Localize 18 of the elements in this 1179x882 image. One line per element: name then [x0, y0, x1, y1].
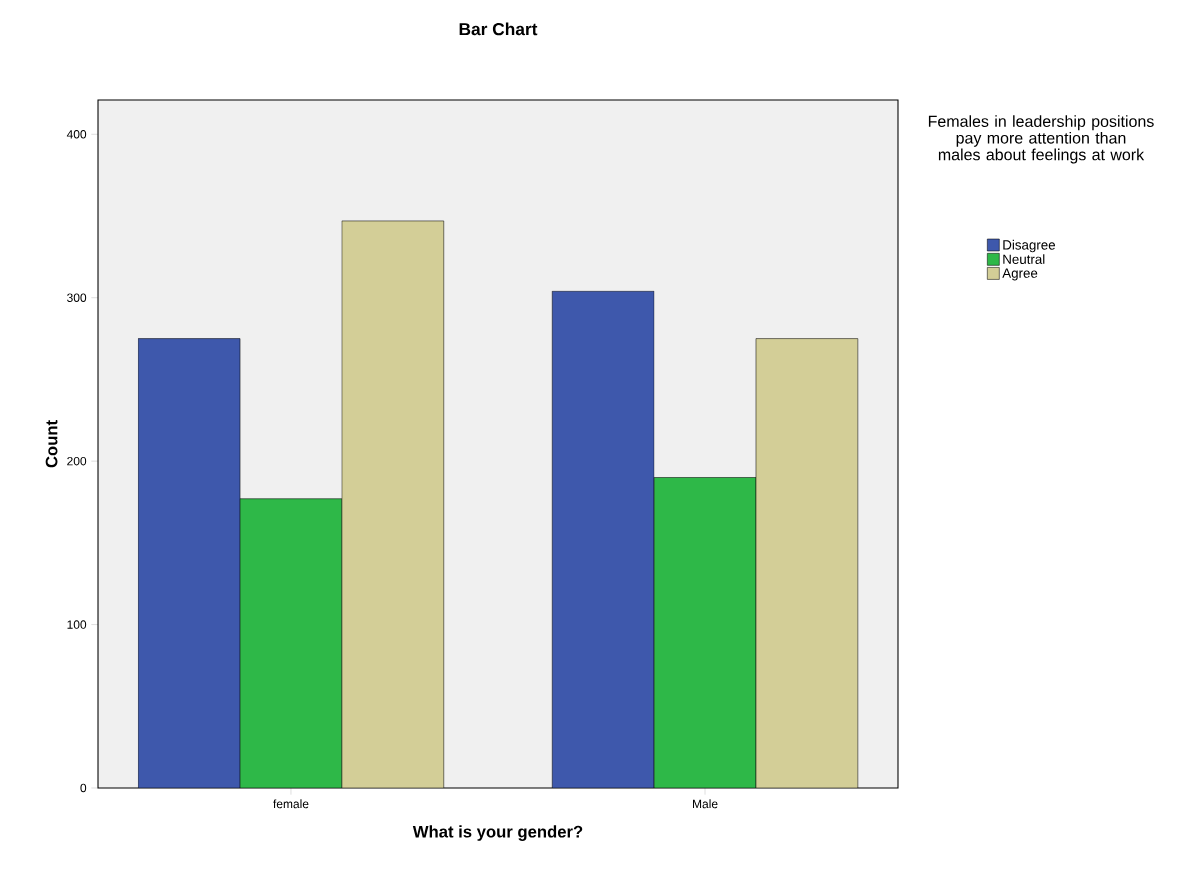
bar — [239, 498, 343, 788]
bar — [755, 338, 859, 788]
x-tick-label: female — [273, 799, 309, 809]
y-tick-label: 200 — [67, 456, 87, 466]
x-tick-label: Male — [693, 799, 718, 809]
legend-label: Agree — [1002, 268, 1038, 281]
x-axis-title: What is your gender? — [412, 825, 583, 841]
y-tick-label: 100 — [67, 620, 87, 629]
legend-title: Females in leadership positions pay more attention than males about feelings at work — [928, 115, 1154, 164]
y-tick-label: 400 — [66, 130, 87, 139]
bar — [341, 220, 445, 788]
y-tick-label: 300 — [67, 293, 87, 302]
legend-label: Neutral — [1003, 254, 1045, 264]
chart-title: Bar Chart — [459, 22, 538, 36]
y-axis-title: Count — [45, 420, 58, 468]
bar — [653, 477, 757, 788]
y-tick-label: 0 — [80, 783, 87, 793]
legend-label: Disagree — [1003, 239, 1056, 253]
